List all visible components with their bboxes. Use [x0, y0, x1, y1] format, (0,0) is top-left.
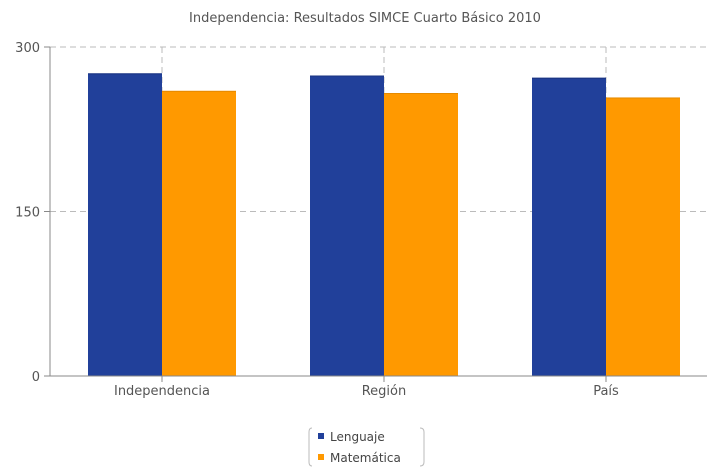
legend-bracket-left	[308, 427, 313, 467]
y-tick-label: 150	[15, 206, 40, 221]
legend-swatch-matematica	[318, 454, 324, 460]
x-tick-label: Región	[362, 384, 407, 399]
bar-lenguaje-0	[88, 73, 162, 376]
bar-matemtica-0	[162, 90, 236, 376]
axes-layer	[44, 46, 707, 382]
bar-lenguaje-1	[310, 75, 384, 376]
bars-layer	[88, 73, 680, 377]
legend-bracket-right	[419, 427, 425, 467]
legend-swatch-lenguaje	[318, 433, 324, 439]
x-tick-label: Independencia	[114, 384, 210, 399]
legend: Lenguaje Matemática	[308, 427, 425, 467]
legend-label-lenguaje: Lenguaje	[330, 430, 385, 444]
x-tick-label: País	[593, 384, 619, 399]
chart-title: Independencia: Resultados SIMCE Cuarto B…	[189, 11, 541, 26]
y-tick-label: 300	[15, 41, 40, 56]
legend-label-matematica: Matemática	[330, 451, 401, 465]
y-tick-label: 0	[32, 370, 40, 385]
bar-matemtica-2	[606, 97, 680, 377]
bar-matemtica-1	[384, 93, 458, 376]
labels-layer: 0 150 300 Independencia Región País	[15, 41, 619, 399]
bar-lenguaje-2	[532, 77, 606, 376]
